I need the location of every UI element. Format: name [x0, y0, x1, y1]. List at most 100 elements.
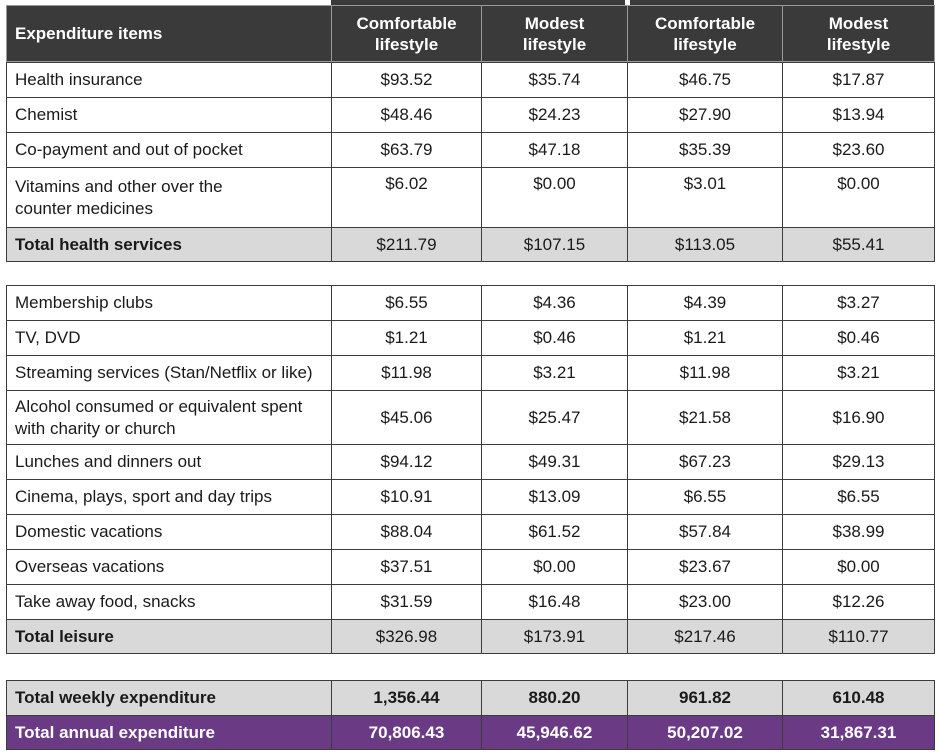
cell-value: $67.23: [627, 444, 783, 480]
row-label: Co-payment and out of pocket: [6, 132, 332, 168]
cell-value: $24.23: [481, 97, 628, 133]
table-row: Membership clubs $6.55 $4.36 $4.39 $3.27: [6, 285, 935, 321]
header-col-2-line2: lifestyle: [522, 34, 587, 54]
header-top-rule-right: [630, 0, 934, 5]
leisure-table: Membership clubs $6.55 $4.36 $4.39 $3.27…: [6, 285, 935, 654]
total-annual-value: 31,867.31: [782, 715, 935, 750]
cell-value: $23.67: [627, 549, 783, 585]
cell-value: $6.55: [782, 479, 935, 515]
cell-value: $25.47: [481, 390, 628, 445]
cell-value: $3.01: [627, 167, 783, 228]
cell-value: $23.00: [627, 584, 783, 620]
table-row: Cinema, plays, sport and day trips $10.9…: [6, 479, 935, 515]
total-annual-value: 70,806.43: [331, 715, 482, 750]
cell-value: $38.99: [782, 514, 935, 550]
cell-value: $61.52: [481, 514, 628, 550]
cell-value: $0.00: [481, 549, 628, 585]
row-label-line1: Vitamins and other over the: [15, 176, 223, 196]
header-col-1-line2: lifestyle: [374, 34, 439, 54]
table-row: Domestic vacations $88.04 $61.52 $57.84 …: [6, 514, 935, 550]
total-annual-value: 45,946.62: [481, 715, 628, 750]
cell-value: $45.06: [331, 390, 482, 445]
cell-value: $4.36: [481, 285, 628, 321]
row-label: Chemist: [6, 97, 332, 133]
cell-value: $10.91: [331, 479, 482, 515]
cell-value: $6.02: [331, 167, 482, 228]
row-label: Overseas vacations: [6, 549, 332, 585]
total-value: $217.46: [627, 619, 783, 654]
header-col-3: Comfortable lifestyle: [627, 5, 783, 62]
table-row: Overseas vacations $37.51 $0.00 $23.67 $…: [6, 549, 935, 585]
cell-value: $35.74: [481, 62, 628, 98]
header-top-rule-left: [331, 0, 625, 5]
cell-value: $17.87: [782, 62, 935, 98]
total-value: $55.41: [782, 227, 935, 262]
header-expenditure-items: Expenditure items: [6, 5, 332, 62]
table-row: Alcohol consumed or equivalent spent with…: [6, 390, 935, 445]
cell-value: $13.09: [481, 479, 628, 515]
cell-value: $94.12: [331, 444, 482, 480]
total-weekly-row: Total weekly expenditure 1,356.44 880.20…: [6, 680, 935, 716]
row-label: Streaming services (Stan/Netflix or like…: [6, 355, 332, 391]
row-label: TV, DVD: [6, 320, 332, 356]
cell-value: $21.58: [627, 390, 783, 445]
table-row: Health insurance $93.52 $35.74 $46.75 $1…: [6, 62, 935, 98]
row-label: Membership clubs: [6, 285, 332, 321]
cell-value: $0.00: [782, 167, 935, 228]
cell-value: $29.13: [782, 444, 935, 480]
cell-value: $16.48: [481, 584, 628, 620]
cell-value: $63.79: [331, 132, 482, 168]
header-col-3-line2: lifestyle: [673, 34, 737, 54]
cell-value: $0.00: [782, 549, 935, 585]
header-col-4-line2: lifestyle: [826, 34, 891, 54]
table-row: Co-payment and out of pocket $63.79 $47.…: [6, 132, 935, 168]
row-label: Domestic vacations: [6, 514, 332, 550]
header-col-1-line1: Comfortable: [356, 13, 457, 33]
cell-value: $3.21: [782, 355, 935, 391]
cell-value: $6.55: [331, 285, 482, 321]
header-col-4: Modest lifestyle: [782, 5, 935, 62]
cell-value: $4.39: [627, 285, 783, 321]
cell-value: $93.52: [331, 62, 482, 98]
total-label: Total health services: [6, 227, 332, 262]
cell-value: $37.51: [331, 549, 482, 585]
row-label: Take away food, snacks: [6, 584, 332, 620]
cell-value: $12.26: [782, 584, 935, 620]
total-row-health: Total health services $211.79 $107.15 $1…: [6, 227, 935, 262]
header-col-1: Comfortable lifestyle: [331, 5, 482, 62]
total-weekly-value: 880.20: [481, 680, 628, 716]
header-row: Expenditure items Comfortable lifestyle M…: [6, 5, 935, 62]
table-row: Streaming services (Stan/Netflix or like…: [6, 355, 935, 391]
cell-value: $35.39: [627, 132, 783, 168]
cell-value: $6.55: [627, 479, 783, 515]
header-col-2: Modest lifestyle: [481, 5, 628, 62]
header-col-2-line1: Modest: [524, 13, 585, 33]
table-row: Chemist $48.46 $24.23 $27.90 $13.94: [6, 97, 935, 133]
table-header: Expenditure items Comfortable lifestyle M…: [6, 5, 935, 62]
cell-value: $31.59: [331, 584, 482, 620]
cell-value: $48.46: [331, 97, 482, 133]
row-label-line2: counter medicines: [15, 198, 153, 218]
total-annual-row: Total annual expenditure 70,806.43 45,94…: [6, 715, 935, 750]
cell-value: $1.21: [627, 320, 783, 356]
cell-value: $23.60: [782, 132, 935, 168]
total-weekly-label: Total weekly expenditure: [6, 680, 332, 716]
row-label: Lunches and dinners out: [6, 444, 332, 480]
header-col-3-line1: Comfortable: [654, 13, 756, 33]
total-row-leisure: Total leisure $326.98 $173.91 $217.46 $1…: [6, 619, 935, 654]
cell-value: $47.18: [481, 132, 628, 168]
row-label: Health insurance: [6, 62, 332, 98]
cell-value: $3.27: [782, 285, 935, 321]
cell-value: $11.98: [331, 355, 482, 391]
cell-value: $1.21: [331, 320, 482, 356]
health-services-table: Health insurance $93.52 $35.74 $46.75 $1…: [6, 62, 935, 262]
totals-table: Total weekly expenditure 1,356.44 880.20…: [6, 680, 935, 750]
total-value: $113.05: [627, 227, 783, 262]
total-value: $110.77: [782, 619, 935, 654]
row-label: Cinema, plays, sport and day trips: [6, 479, 332, 515]
row-label: Alcohol consumed or equivalent spent with…: [6, 390, 332, 445]
cell-value: $49.31: [481, 444, 628, 480]
table-row: Lunches and dinners out $94.12 $49.31 $6…: [6, 444, 935, 480]
row-label: Vitamins and other over the counter medic…: [6, 167, 332, 228]
row-label-line1: Alcohol consumed or equivalent spent: [15, 396, 303, 416]
